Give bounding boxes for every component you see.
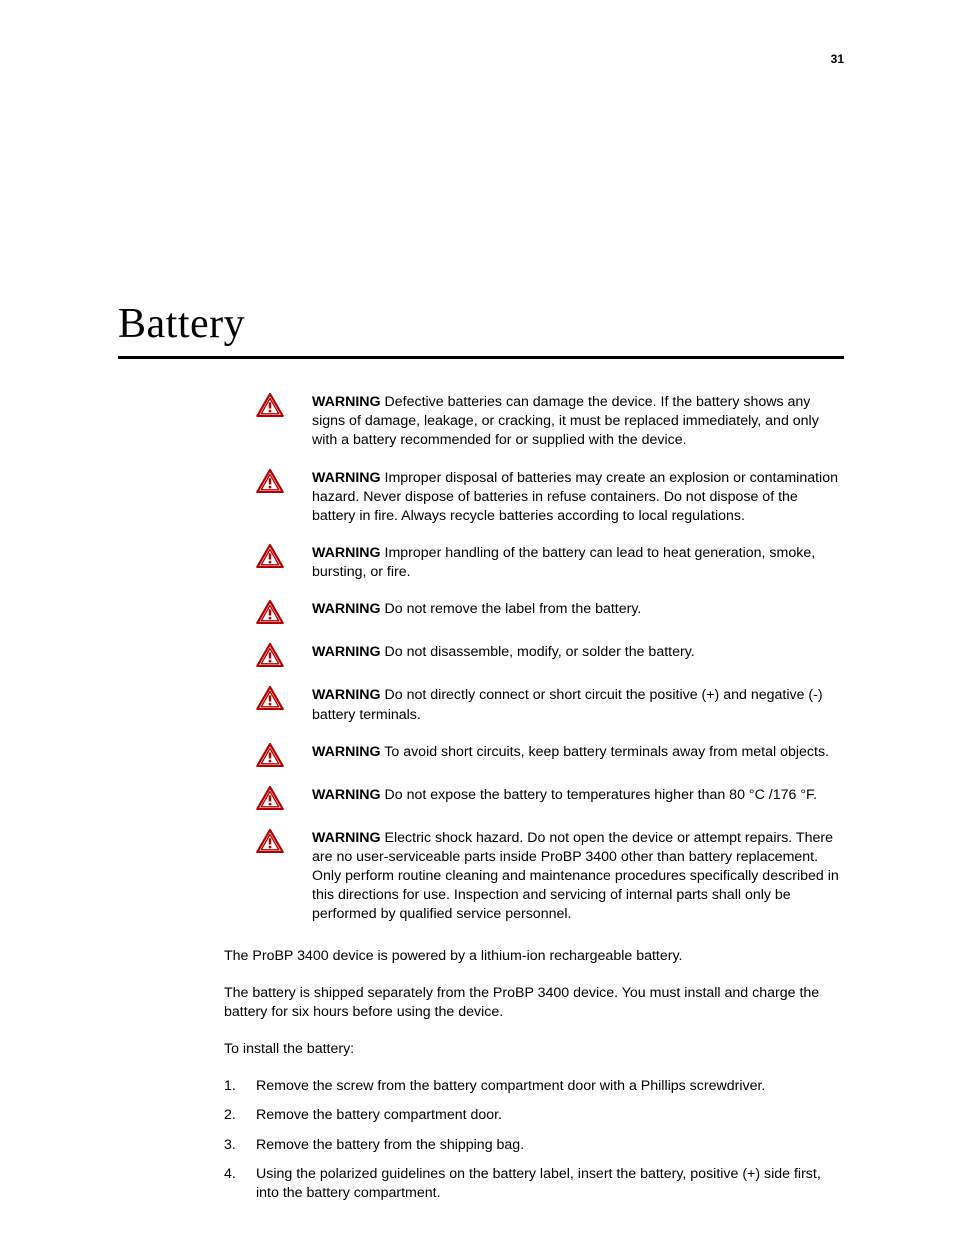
body-paragraph: To install the battery: [224,1040,844,1059]
warning-text: WARNING Do not expose the battery to tem… [312,786,844,805]
page-content: Battery WARNING Defective batteries can … [118,300,844,1213]
warning-body: Do not directly connect or short circuit… [312,687,823,722]
warning-lead: WARNING [312,545,381,561]
warning-row: WARNING To avoid short circuits, keep ba… [256,743,844,768]
warning-text: WARNING Defective batteries can damage t… [312,393,844,451]
warning-lead: WARNING [312,394,381,410]
warning-lead: WARNING [312,644,381,660]
step-text: Remove the battery compartment door. [256,1107,502,1123]
warning-lead: WARNING [312,687,381,703]
body-paragraphs: The ProBP 3400 device is powered by a li… [118,947,844,1060]
warning-body: Defective batteries can damage the devic… [312,394,819,448]
step-number: 3. [224,1136,236,1155]
step-number: 4. [224,1165,236,1184]
warning-body: Improper disposal of batteries may creat… [312,470,838,524]
warning-row: WARNING Improper disposal of batteries m… [256,469,844,527]
warning-icon-wrap [256,785,284,811]
warning-row: WARNING Do not disassemble, modify, or s… [256,643,844,668]
warning-body: To avoid short circuits, keep battery te… [384,744,829,760]
warning-icon [256,642,284,668]
warning-lead: WARNING [312,830,381,846]
warning-lead: WARNING [312,744,381,760]
warning-icon-wrap [256,742,284,768]
warning-icon [256,685,284,711]
warning-body: Do not remove the label from the battery… [385,601,642,617]
warning-text: WARNING Do not disassemble, modify, or s… [312,643,844,662]
warning-row: WARNING Do not expose the battery to tem… [256,786,844,811]
step-text: Using the polarized guidelines on the ba… [256,1166,821,1201]
warnings-block: WARNING Defective batteries can damage t… [256,393,844,925]
install-steps: 1. Remove the screw from the battery comp… [224,1077,844,1203]
warning-row: WARNING Defective batteries can damage t… [256,393,844,451]
warning-icon [256,543,284,569]
warning-text: WARNING To avoid short circuits, keep ba… [312,743,844,762]
step-number: 1. [224,1077,236,1096]
step-item: 2. Remove the battery compartment door. [224,1106,844,1125]
warning-icon [256,785,284,811]
warning-body: Do not disassemble, modify, or solder th… [385,644,695,660]
warning-icon-wrap [256,599,284,625]
warning-row: WARNING Improper handling of the battery… [256,544,844,582]
warning-icon-wrap [256,828,284,854]
warning-body: Do not expose the battery to temperature… [385,787,818,803]
warning-text: WARNING Electric shock hazard. Do not op… [312,829,844,925]
body-paragraph: The battery is shipped separately from t… [224,984,844,1022]
warning-row: WARNING Do not directly connect or short… [256,686,844,724]
warning-icon [256,828,284,854]
section-title: Battery [118,300,844,359]
page-number: 31 [831,52,844,66]
warning-row: WARNING Electric shock hazard. Do not op… [256,829,844,925]
warning-text: WARNING Improper handling of the battery… [312,544,844,582]
warning-lead: WARNING [312,470,381,486]
warning-icon [256,392,284,418]
warning-icon-wrap [256,392,284,418]
warning-text: WARNING Do not directly connect or short… [312,686,844,724]
step-text: Remove the battery from the shipping bag… [256,1137,524,1153]
warning-icon-wrap [256,543,284,569]
warning-icon [256,599,284,625]
warning-lead: WARNING [312,601,381,617]
step-item: 4. Using the polarized guidelines on the … [224,1165,844,1203]
warning-icon-wrap [256,468,284,494]
step-text: Remove the screw from the battery compar… [256,1078,765,1094]
warning-icon-wrap [256,642,284,668]
warning-icon [256,468,284,494]
warning-row: WARNING Do not remove the label from the… [256,600,844,625]
warning-lead: WARNING [312,787,381,803]
step-item: 1. Remove the screw from the battery comp… [224,1077,844,1096]
warning-icon [256,742,284,768]
warning-body: Improper handling of the battery can lea… [312,545,815,580]
step-number: 2. [224,1106,236,1125]
body-paragraph: The ProBP 3400 device is powered by a li… [224,947,844,966]
warning-icon-wrap [256,685,284,711]
warning-text: WARNING Do not remove the label from the… [312,600,844,619]
step-item: 3. Remove the battery from the shipping b… [224,1136,844,1155]
warning-text: WARNING Improper disposal of batteries m… [312,469,844,527]
warning-body: Electric shock hazard. Do not open the d… [312,830,839,923]
